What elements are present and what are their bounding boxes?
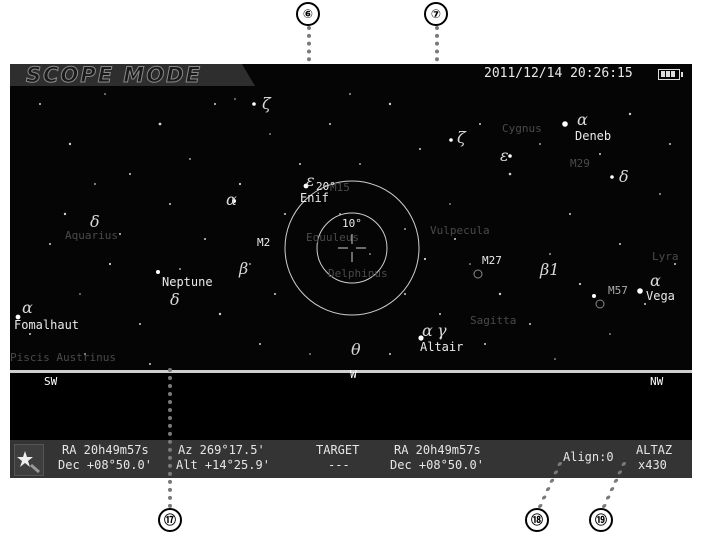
scope-az: Az 269°17.5': [178, 443, 265, 457]
constellation-cygnus: Cygnus: [502, 122, 542, 135]
callout-17: ⑰: [155, 508, 185, 532]
greek-alpha-deneb: α: [577, 110, 588, 129]
object-m2[interactable]: M2: [257, 236, 271, 249]
constellation-piscis-austrinus: Piscis Austrinus: [10, 351, 116, 364]
constellation-delphinus: Delphinus: [328, 267, 388, 280]
object-vega[interactable]: Vega: [646, 289, 675, 303]
greek-epsilon-enif: ε: [306, 171, 315, 190]
screen-header: SCOPE MODE 2011/12/14 20:26:15: [10, 64, 692, 87]
object-m29: M29: [570, 157, 590, 170]
scope-ra: RA 20h49m57s: [62, 443, 149, 457]
object-neptune[interactable]: Neptune: [162, 275, 213, 289]
target-dec: Dec +08°50.0': [390, 458, 484, 472]
greek-epsilon-cyg: ε: [500, 146, 509, 165]
greek-delta-cyg: δ: [619, 167, 629, 186]
scope-screen[interactable]: SCOPE MODE 2011/12/14 20:26:15 Cygnus Aq…: [10, 64, 692, 478]
greek-beta1: β1: [540, 260, 560, 279]
greek-delta-cap: δ: [170, 290, 180, 309]
object-m27[interactable]: M27: [482, 254, 502, 267]
align-count: Align:0: [563, 450, 614, 464]
ring-label-10: 10°: [342, 217, 362, 230]
magnification: x430: [638, 458, 667, 472]
greek-gamma-altair: γ: [437, 321, 447, 340]
target-label: TARGET: [316, 443, 360, 457]
horizon-line: [10, 370, 692, 373]
battery-full-icon: [658, 69, 683, 80]
direction-sw: SW: [44, 375, 58, 388]
constellation-equuleus: Equuleus: [306, 231, 359, 244]
callout-7: ⑦: [421, 2, 451, 26]
greek-zeta-peg: ζ: [262, 94, 271, 113]
callout-6: ⑥: [293, 2, 323, 26]
scope-dec: Dec +08°50.0': [58, 458, 152, 472]
constellation-aquarius: Aquarius: [65, 229, 118, 242]
callout-19: ⑲: [586, 508, 616, 532]
star-field: [15, 93, 676, 365]
mount-mode: ALTAZ: [636, 443, 673, 457]
constellation-sagitta: Sagitta: [470, 314, 517, 327]
greek-alpha-aqr: α: [226, 190, 237, 209]
constellation-lyra: Lyra: [652, 250, 679, 263]
direction-w: W: [350, 368, 357, 381]
target-ra: RA 20h49m57s: [394, 443, 481, 457]
ground-area: [10, 373, 692, 440]
constellation-vulpecula: Vulpecula: [430, 224, 490, 237]
callout-17-leader: [168, 368, 172, 508]
greek-beta-aqr: β: [239, 259, 249, 278]
object-altair[interactable]: Altair: [420, 340, 464, 354]
greek-theta: θ: [351, 340, 361, 359]
object-deneb[interactable]: Deneb: [575, 129, 612, 143]
mode-title: SCOPE MODE: [26, 64, 202, 87]
greek-alpha-altair: α: [422, 321, 433, 340]
ring-label-20: 20°: [316, 180, 336, 193]
mode-tab: [10, 64, 255, 86]
greek-delta-aqr: δ: [90, 212, 100, 231]
greek-alpha-fomalhaut: α: [22, 298, 33, 317]
date-time: 2011/12/14 20:26:15: [484, 66, 633, 81]
object-m15: M15: [330, 181, 350, 194]
callout-18: ⑱: [522, 508, 552, 532]
object-enif[interactable]: Enif: [300, 191, 329, 205]
object-m57[interactable]: M57: [608, 284, 628, 297]
greek-zeta-cyg: ζ: [457, 128, 466, 147]
target-value: ---: [328, 458, 350, 472]
status-bar: RA 20h49m57s Dec +08°50.0' Az 269°17.5' …: [10, 440, 692, 478]
scope-alt: Alt +14°25.9': [176, 458, 270, 472]
greek-alpha-vega: α: [650, 271, 661, 290]
object-fomalhaut[interactable]: Fomalhaut: [14, 318, 80, 332]
direction-nw: NW: [650, 375, 664, 388]
star-menu-icon[interactable]: [14, 444, 44, 476]
